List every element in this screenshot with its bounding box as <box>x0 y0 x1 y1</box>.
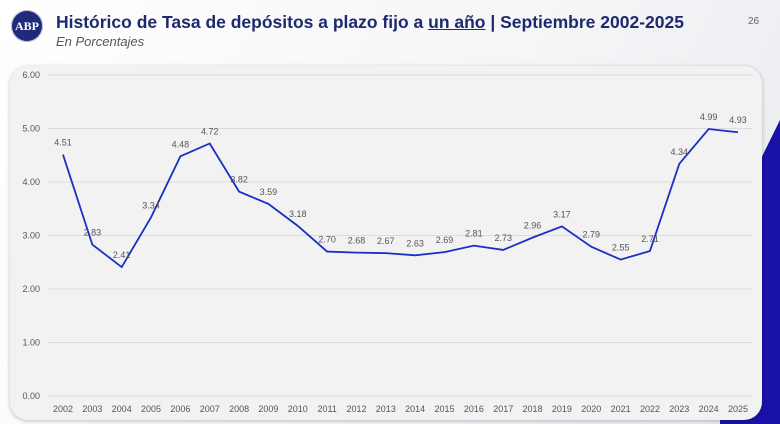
data-label: 2.96 <box>524 221 542 231</box>
data-label: 2.83 <box>84 228 102 238</box>
subtitle: En Porcentajes <box>56 34 145 49</box>
data-label: 2.70 <box>318 235 336 245</box>
page-title: Histórico de Tasa de depósitos a plazo f… <box>56 12 684 33</box>
x-tick-label: 2012 <box>346 404 366 414</box>
series-line <box>62 128 739 269</box>
x-tick-label: 2014 <box>405 404 425 414</box>
data-label: 2.71 <box>641 234 659 244</box>
data-label: 4.99 <box>700 112 718 122</box>
x-tick-label: 2010 <box>288 404 308 414</box>
x-tick-label: 2006 <box>170 404 190 414</box>
y-tick-label: 1.00 <box>22 338 40 348</box>
data-label: 2.63 <box>406 238 424 248</box>
x-tick-label: 2009 <box>258 404 278 414</box>
data-label: 2.81 <box>465 229 483 239</box>
title-suffix: | Septiembre 2002-2025 <box>485 12 684 32</box>
x-tick-label: 2019 <box>552 404 572 414</box>
page-number: 26 <box>748 16 760 27</box>
data-label: 3.34 <box>142 200 160 210</box>
y-tick-label: 3.00 <box>22 231 40 241</box>
title-text: Histórico de Tasa de depósitos a plazo f… <box>56 12 429 32</box>
x-tick-label: 2007 <box>200 404 220 414</box>
x-tick-label: 2004 <box>112 404 132 414</box>
data-label: 3.18 <box>289 209 307 219</box>
x-tick-label: 2005 <box>141 404 161 414</box>
y-tick-label: 2.00 <box>22 284 40 294</box>
x-tick-label: 2015 <box>435 404 455 414</box>
x-tick-label: 2003 <box>82 404 102 414</box>
y-tick-label: 4.00 <box>22 177 40 187</box>
x-tick-label: 2022 <box>640 404 660 414</box>
data-label: 4.72 <box>201 126 219 136</box>
data-label: 2.69 <box>436 235 454 245</box>
data-label: 2.73 <box>494 233 512 243</box>
x-tick-label: 2011 <box>317 404 336 414</box>
y-tick-label: 0.00 <box>22 391 40 401</box>
data-label: 2.68 <box>348 236 366 246</box>
x-tick-label: 2008 <box>229 404 249 414</box>
data-label: 4.48 <box>172 139 190 149</box>
data-label: 3.82 <box>230 175 248 185</box>
abp-logo: ABP <box>11 10 43 42</box>
y-tick-label: 6.00 <box>22 70 40 80</box>
data-label: 2.55 <box>612 243 630 253</box>
data-label: 3.59 <box>260 187 278 197</box>
x-tick-label: 2021 <box>611 404 631 414</box>
data-label: 2.79 <box>582 230 600 240</box>
x-tick-label: 2002 <box>53 404 73 414</box>
x-tick-label: 2023 <box>669 404 689 414</box>
data-label: 4.34 <box>671 147 689 157</box>
data-label: 4.51 <box>54 138 72 148</box>
x-tick-label: 2020 <box>581 404 601 414</box>
x-tick-label: 2024 <box>699 404 719 414</box>
x-tick-label: 2025 <box>728 404 748 414</box>
data-label: 3.17 <box>553 209 571 219</box>
title-underlined: un año <box>428 12 486 32</box>
data-label: 2.67 <box>377 236 395 246</box>
x-tick-label: 2018 <box>523 404 543 414</box>
x-tick-label: 2017 <box>493 404 513 414</box>
x-tick-label: 2013 <box>376 404 396 414</box>
y-tick-label: 5.00 <box>22 124 40 134</box>
x-tick-label: 2016 <box>464 404 484 414</box>
data-label: 2.41 <box>113 250 131 260</box>
data-label: 4.93 <box>729 115 747 125</box>
